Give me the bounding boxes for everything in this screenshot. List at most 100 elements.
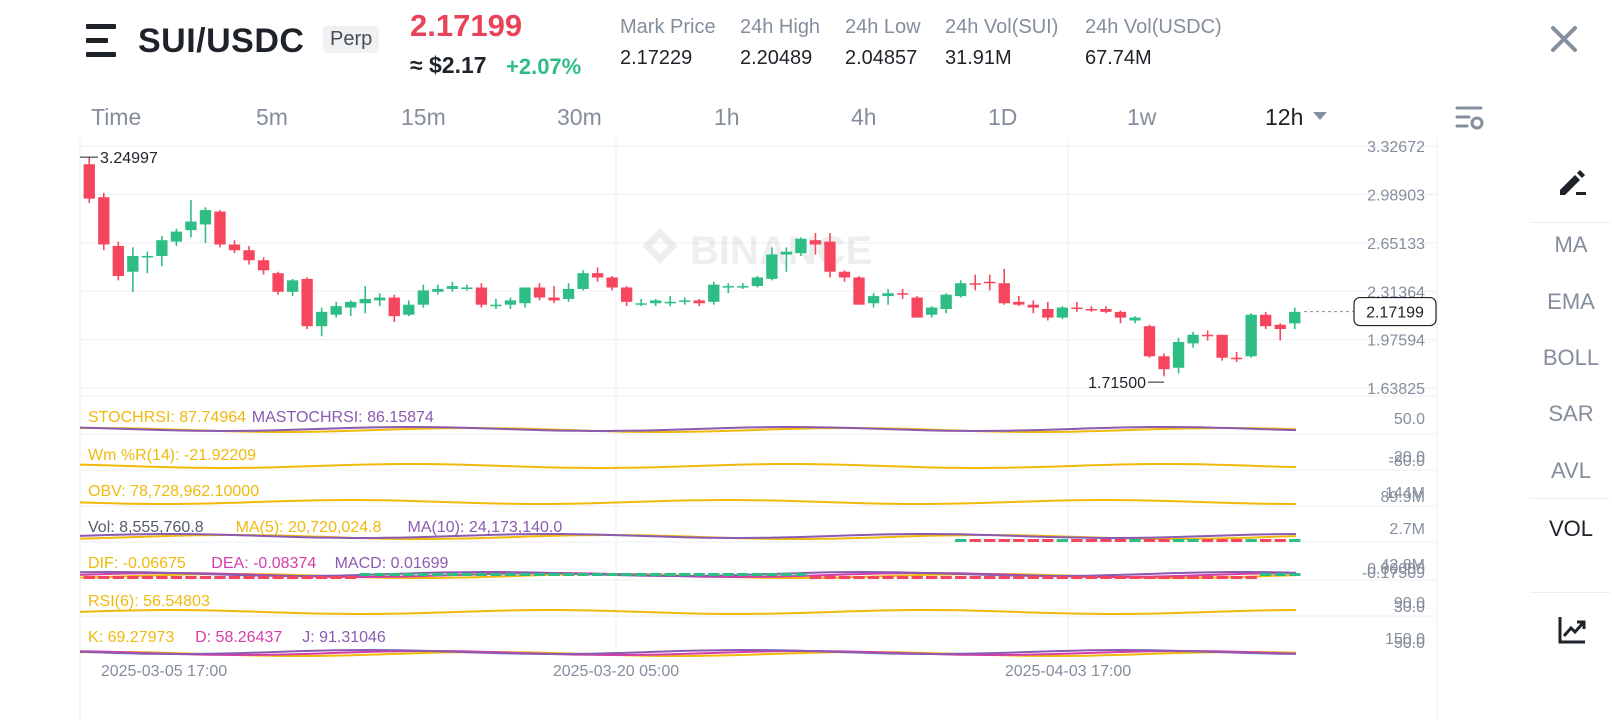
indicator-line (79, 463, 1297, 470)
candle-body (1129, 317, 1141, 321)
macd-histogram-bar (1114, 576, 1127, 579)
candle-body (228, 244, 241, 251)
macd-histogram-bar (940, 576, 952, 579)
indicator-sar[interactable]: SAR (1548, 401, 1594, 426)
macd-histogram-bar (896, 576, 909, 579)
candle-body (185, 221, 197, 231)
macd-histogram-bar (403, 573, 415, 576)
indicator-line (79, 498, 1297, 505)
indicator-vol[interactable]: VOL (1548, 516, 1594, 541)
stat-value: 67.74M (1085, 47, 1152, 69)
indicator-boll[interactable]: BOLL (1542, 345, 1600, 370)
candle-body (955, 283, 967, 297)
macd-histogram-bar (185, 576, 197, 579)
tab-12h[interactable]: 12h (1265, 104, 1328, 131)
tab-1w[interactable]: 1w (1127, 104, 1157, 130)
candle-body (1027, 304, 1039, 308)
macd-histogram-bar (533, 573, 546, 576)
chart-settings-icon[interactable] (1455, 104, 1485, 132)
pencil-icon[interactable] (1556, 166, 1588, 198)
indicator-legend-label: DIF: -0.06675 (88, 555, 186, 572)
macd-histogram-bar (664, 573, 676, 576)
indicator-legend-label: MASTOCHRSI: 86.15874 (252, 409, 434, 426)
macd-histogram-bar (1172, 576, 1185, 579)
candle-body (1187, 334, 1199, 344)
price-tick-label: 3.32672 (1367, 139, 1425, 156)
macd-histogram-bar (432, 573, 444, 576)
tab-1h[interactable]: 1h (714, 104, 740, 130)
tab-12h-label: 12h (1265, 104, 1304, 130)
indicator-line (79, 648, 1297, 655)
macd-histogram-bar (243, 576, 255, 579)
indicator-axis-label: 150.0 (1385, 631, 1425, 648)
indicator-axis-label: 144M (1385, 485, 1425, 502)
candle-body (1260, 314, 1272, 327)
candle-body (374, 297, 386, 301)
tab-1d[interactable]: 1D (988, 104, 1018, 130)
macd-histogram-bar (766, 573, 778, 576)
macd-histogram-bar (548, 573, 560, 576)
indicator-line (79, 649, 1297, 657)
macd-histogram-bar (228, 576, 241, 579)
candle-body (620, 287, 633, 302)
trading-pair[interactable]: SUI/USDC (138, 22, 305, 60)
macd-histogram-bar (838, 576, 851, 579)
stat-24h-low: 24h Low 2.04857 (845, 16, 921, 70)
candle-body (1216, 334, 1228, 358)
candle-body (824, 241, 836, 272)
candle-body (257, 260, 270, 271)
tab-30m[interactable]: 30m (557, 104, 602, 130)
macd-histogram-bar (969, 576, 981, 579)
volume-bar (1216, 539, 1228, 542)
candle-body (214, 211, 226, 245)
candle-body (751, 277, 764, 287)
candle-body (432, 288, 444, 292)
candle-body (345, 301, 357, 308)
macd-histogram-bar (315, 576, 328, 579)
tab-4h[interactable]: 4h (851, 104, 877, 130)
candle-body (693, 300, 705, 304)
candle-body (504, 300, 517, 305)
tab-5m[interactable]: 5m (256, 104, 288, 130)
macd-histogram-bar (635, 573, 647, 576)
volume-bar (1085, 539, 1098, 542)
candle-body (984, 281, 996, 284)
indicator-legend-label: Wm %R(14): -21.92209 (88, 447, 256, 464)
macd-histogram-bar (1042, 576, 1054, 579)
volume-bar (1172, 539, 1185, 542)
volume-bar (1187, 539, 1199, 542)
menu-icon[interactable] (86, 24, 122, 58)
macd-histogram-bar (98, 576, 110, 579)
candle-body (1013, 301, 1025, 305)
macd-histogram-bar (795, 573, 807, 576)
indicator-legend-label: DEA: -0.08374 (211, 555, 316, 572)
price-tick-label: 1.97594 (1367, 333, 1425, 350)
close-icon[interactable] (1545, 20, 1583, 58)
indicator-ema[interactable]: EMA (1547, 289, 1595, 314)
analysis-icon[interactable] (1556, 614, 1588, 646)
macd-histogram-bar (708, 573, 720, 576)
macd-histogram-bar (722, 573, 734, 576)
macd-histogram-bar (1129, 576, 1141, 579)
candle-body (1274, 324, 1286, 330)
tab-time[interactable]: Time (91, 104, 142, 130)
indicator-axis-label: 50.0 (1394, 411, 1425, 428)
volume-bar (1027, 539, 1039, 542)
indicator-axis-label: 42.8M (1381, 557, 1425, 574)
indicator-axis-label: -0.17509 (1362, 565, 1425, 582)
macd-histogram-bar (1143, 576, 1156, 579)
stat-24h-high: 24h High 2.20489 (740, 16, 820, 70)
macd-histogram-bar (606, 573, 618, 576)
indicator-ma[interactable]: MA (1554, 232, 1588, 257)
macd-histogram-bar (83, 576, 95, 579)
candle-body (679, 300, 691, 302)
candle-body (199, 210, 212, 225)
divider (1530, 222, 1610, 223)
indicator-avl[interactable]: AVL (1551, 458, 1591, 483)
candlestick-chart[interactable]: 3.326722.989032.651332.313641.975941.638… (0, 138, 1510, 720)
candle-body (388, 297, 400, 317)
usd-price: ≈ $2.17 (410, 52, 487, 78)
stat-mark-price: Mark Price 2.17229 (620, 16, 716, 70)
candle-body (83, 164, 95, 199)
tab-15m[interactable]: 15m (401, 104, 446, 130)
